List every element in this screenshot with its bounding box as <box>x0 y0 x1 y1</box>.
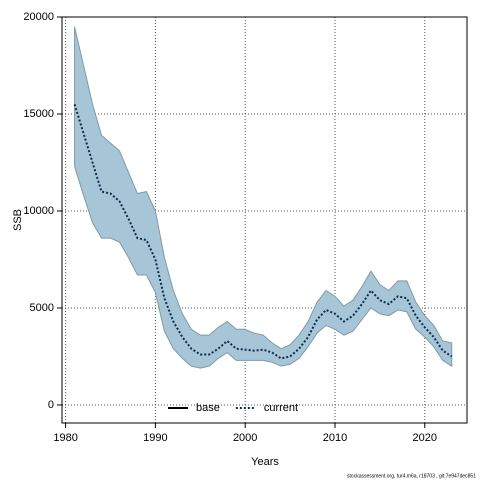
x-tick-label: 1990 <box>143 432 167 444</box>
y-tick-label: 0 <box>48 399 54 411</box>
confidence-band <box>74 26 453 369</box>
footer: stockassessment.org, tur4.m6a, r18703 , … <box>347 473 476 479</box>
x-tick-label: 2020 <box>413 432 437 444</box>
plot-frame <box>61 16 468 424</box>
legend-label: current <box>264 402 298 414</box>
x-tick-label: 2010 <box>323 432 347 444</box>
x-tick-label: 2000 <box>233 432 257 444</box>
x-tick-label: 1980 <box>53 432 77 444</box>
y-tick-label: 15000 <box>23 108 54 120</box>
x-axis-label: Years <box>251 456 279 468</box>
y-tick-label: 10000 <box>23 205 54 217</box>
legend-label: base <box>196 402 220 414</box>
y-tick-label: 5000 <box>30 302 54 314</box>
y-axis-label: SSB <box>12 209 24 231</box>
y-tick-label: 20000 <box>23 11 54 23</box>
series-line <box>73 103 453 360</box>
